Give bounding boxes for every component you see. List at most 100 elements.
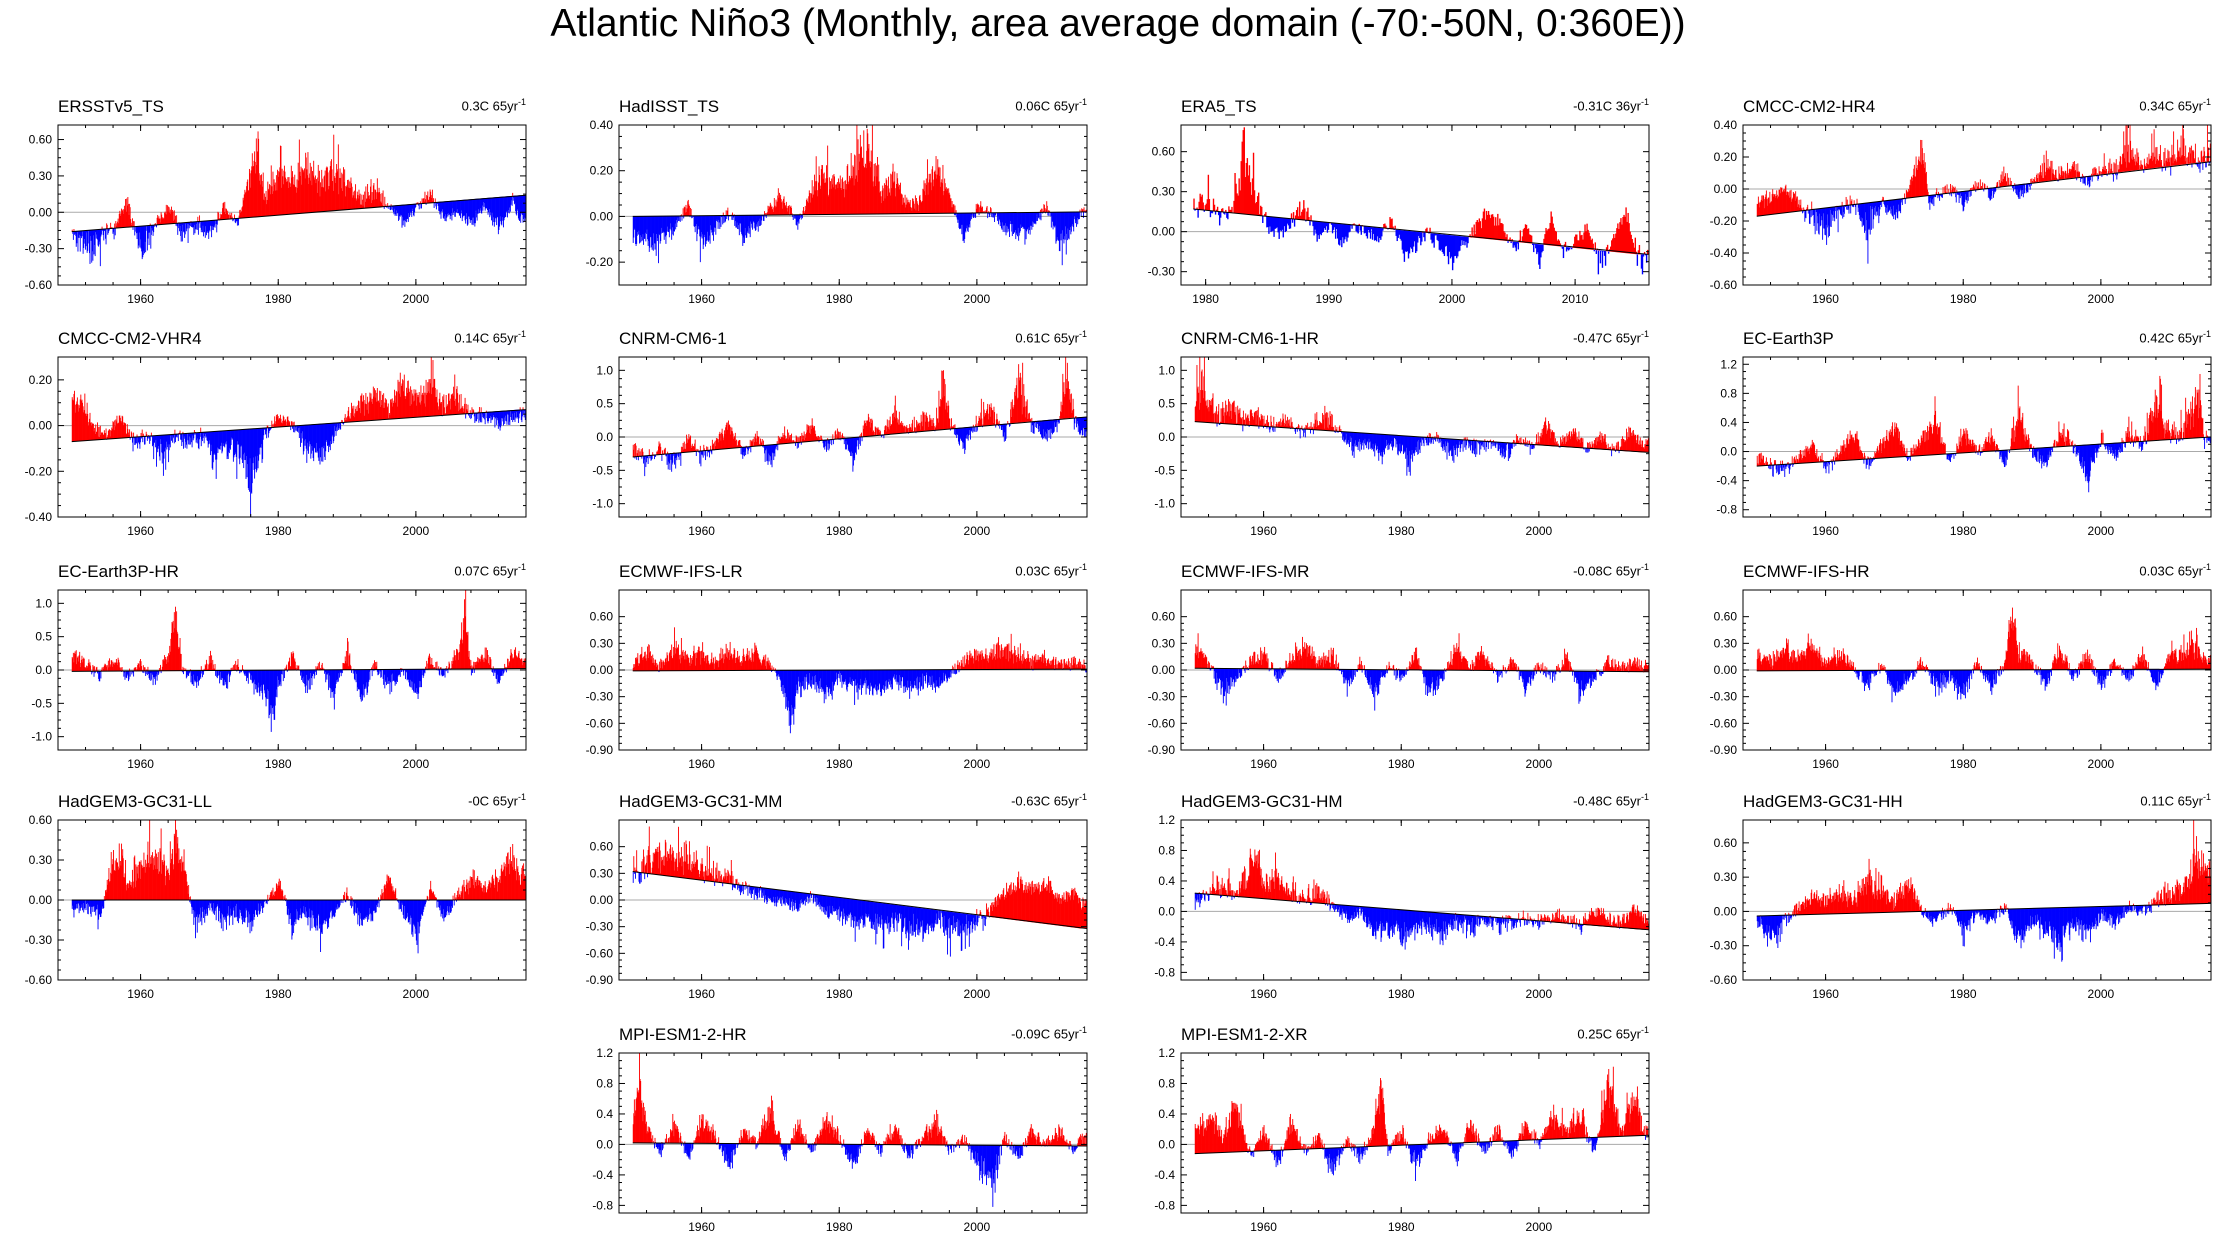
positive-anomaly-bar xyxy=(660,446,662,455)
positive-anomaly-bar xyxy=(980,398,982,426)
negative-anomaly-bar xyxy=(212,431,214,463)
negative-anomaly-bar xyxy=(716,215,718,220)
positive-anomaly-bar xyxy=(1841,201,1843,206)
negative-anomaly-bar xyxy=(412,203,414,209)
negative-anomaly-bar xyxy=(1953,192,1955,195)
positive-anomaly-bar xyxy=(1979,179,1981,190)
positive-anomaly-bar xyxy=(872,181,874,214)
negative-anomaly-bar xyxy=(1048,419,1050,438)
positive-anomaly-bar xyxy=(1204,205,1206,211)
negative-anomaly-bar xyxy=(455,200,457,213)
positive-anomaly-bar xyxy=(1230,209,1232,213)
negative-anomaly-bar xyxy=(1561,246,1564,249)
negative-anomaly-bar xyxy=(1873,201,1875,208)
positive-anomaly-bar xyxy=(682,446,684,453)
positive-anomaly-bar xyxy=(773,198,775,215)
trend-unit-superscript: -1 xyxy=(1078,97,1087,107)
negative-anomaly-bar xyxy=(1053,212,1055,226)
positive-anomaly-bar xyxy=(263,199,265,217)
negative-anomaly-bar xyxy=(850,437,852,452)
negative-anomaly-bar xyxy=(717,215,719,229)
positive-anomaly-bar xyxy=(1763,208,1765,216)
negative-anomaly-bar xyxy=(180,433,182,440)
negative-anomaly-bar xyxy=(1003,212,1005,226)
positive-anomaly-bar xyxy=(2190,147,2192,164)
positive-anomaly-bar xyxy=(460,394,462,414)
negative-anomaly-bar xyxy=(1049,419,1051,429)
positive-anomaly-bar xyxy=(756,430,758,446)
positive-anomaly-bar xyxy=(291,177,293,214)
positive-anomaly-bar xyxy=(909,199,911,214)
positive-anomaly-bar xyxy=(286,416,288,427)
positive-anomaly-bar xyxy=(928,173,930,214)
positive-anomaly-bar xyxy=(812,427,814,441)
positive-anomaly-bar xyxy=(333,134,335,211)
negative-anomaly-bar xyxy=(148,225,150,246)
positive-anomaly-bar xyxy=(841,179,843,215)
negative-anomaly-bar xyxy=(1967,190,1969,201)
positive-anomaly-bar xyxy=(737,445,739,448)
negative-anomaly-bar xyxy=(1966,190,1968,201)
positive-anomaly-bar xyxy=(854,155,856,215)
positive-anomaly-bar xyxy=(1763,195,1764,216)
positive-anomaly-bar xyxy=(369,392,371,421)
positive-anomaly-bar xyxy=(253,166,254,217)
positive-anomaly-bar xyxy=(1757,204,1759,217)
negative-anomaly-bar xyxy=(742,215,744,243)
positive-anomaly-bar xyxy=(730,426,732,449)
negative-anomaly-bar xyxy=(2021,183,2023,191)
negative-anomaly-bar xyxy=(1813,209,1815,226)
positive-anomaly-bar xyxy=(279,417,281,427)
negative-anomaly-bar xyxy=(484,198,486,204)
positive-anomaly-bar xyxy=(839,183,841,215)
positive-anomaly-bar xyxy=(901,421,903,433)
positive-anomaly-bar xyxy=(384,407,386,420)
negative-anomaly-bar xyxy=(396,205,398,216)
positive-anomaly-bar xyxy=(79,408,81,442)
positive-anomaly-bar xyxy=(1643,251,1646,255)
positive-anomaly-bar xyxy=(2043,154,2045,182)
negative-anomaly-bar xyxy=(1934,194,1936,197)
panel-title: ERSSTv5_TS xyxy=(58,97,164,116)
negative-anomaly-bar xyxy=(148,225,149,233)
negative-anomaly-bar xyxy=(477,198,479,214)
negative-anomaly-bar xyxy=(676,215,678,223)
positive-anomaly-bar xyxy=(386,399,387,420)
negative-anomaly-bar xyxy=(2198,162,2200,169)
positive-anomaly-bar xyxy=(854,154,856,215)
positive-anomaly-bar xyxy=(322,187,324,212)
negative-anomaly-bar xyxy=(1063,212,1065,244)
negative-anomaly-bar xyxy=(666,216,668,232)
negative-anomaly-bar xyxy=(1450,235,1453,257)
positive-anomaly-bar xyxy=(928,426,930,431)
negative-anomaly-bar xyxy=(435,202,437,210)
positive-anomaly-bar xyxy=(864,423,866,437)
negative-anomaly-bar xyxy=(1819,208,1821,214)
negative-anomaly-bar xyxy=(181,433,183,443)
negative-anomaly-bar xyxy=(161,435,163,453)
positive-anomaly-bar xyxy=(125,199,127,228)
positive-anomaly-bar xyxy=(749,439,751,447)
positive-anomaly-bar xyxy=(399,393,401,419)
positive-anomaly-bar xyxy=(457,411,459,414)
negative-anomaly-bar xyxy=(840,438,842,441)
negative-anomaly-bar xyxy=(502,196,504,221)
positive-anomaly-bar xyxy=(812,194,814,215)
positive-anomaly-bar xyxy=(1627,212,1629,254)
negative-anomaly-bar xyxy=(452,200,453,209)
negative-anomaly-bar xyxy=(337,422,339,430)
negative-anomaly-bar xyxy=(965,427,967,436)
negative-anomaly-bar xyxy=(2170,165,2172,176)
positive-anomaly-bar xyxy=(846,166,848,215)
negative-anomaly-bar xyxy=(963,213,965,241)
negative-anomaly-bar xyxy=(1014,212,1016,231)
negative-anomaly-bar xyxy=(453,200,455,212)
negative-anomaly-bar xyxy=(218,431,219,449)
positive-anomaly-bar xyxy=(353,405,355,422)
positive-anomaly-bar xyxy=(2189,147,2191,164)
positive-anomaly-bar xyxy=(770,204,772,216)
negative-anomaly-bar xyxy=(680,452,682,466)
negative-anomaly-bar xyxy=(87,230,89,251)
positive-anomaly-bar xyxy=(368,195,370,208)
positive-anomaly-bar xyxy=(302,169,304,213)
